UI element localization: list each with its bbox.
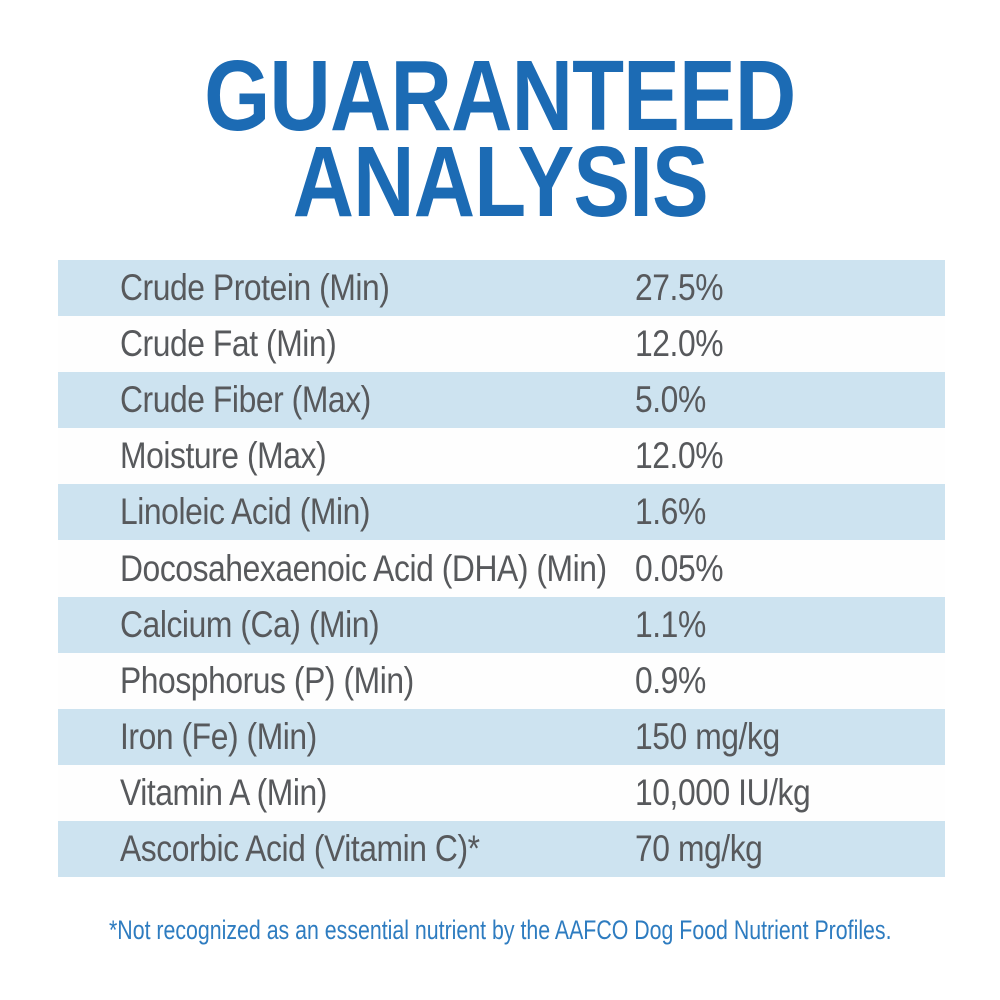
title-line-2-text: ANALYSIS <box>292 126 708 238</box>
nutrient-value: 27.5% <box>635 267 724 309</box>
nutrient-value: 0.9% <box>635 659 706 701</box>
nutrient-label: Ascorbic Acid (Vitamin C)* <box>120 827 480 869</box>
title-line-1-text: GUARANTEED <box>204 40 796 152</box>
table-row: Vitamin A (Min) 10,000 IU/kg <box>58 764 945 821</box>
nutrient-value: 1.1% <box>635 603 706 645</box>
footnote-text: *Not recognized as an essential nutrient… <box>108 915 892 945</box>
nutrient-value: 150 mg/kg <box>635 715 780 757</box>
table-row: Ascorbic Acid (Vitamin C)* 70 mg/kg <box>58 820 945 878</box>
nutrient-label: Vitamin A (Min) <box>120 771 327 813</box>
page-title: GUARANTEED ANALYSIS <box>0 40 1000 238</box>
nutrient-label: Crude Fiber (Max) <box>120 379 371 421</box>
nutrient-label: Moisture (Max) <box>120 435 327 477</box>
nutrient-value: 5.0% <box>635 379 706 421</box>
nutrient-label: Docosahexaenoic Acid (DHA) (Min) <box>120 547 607 589</box>
nutrient-value: 12.0% <box>635 435 724 477</box>
table-row: Crude Protein (Min) 27.5% <box>58 260 945 317</box>
title-line-1: GUARANTEED <box>0 40 1000 152</box>
nutrient-value: 10,000 IU/kg <box>635 771 811 813</box>
nutrient-label: Crude Protein (Min) <box>120 267 390 309</box>
table-row: Crude Fiber (Max) 5.0% <box>58 372 945 429</box>
nutrient-label: Phosphorus (P) (Min) <box>120 659 414 701</box>
footnote: *Not recognized as an essential nutrient… <box>0 913 1000 947</box>
nutrient-label: Iron (Fe) (Min) <box>120 715 317 757</box>
title-line-2: ANALYSIS <box>0 126 1000 238</box>
nutrient-value: 1.6% <box>635 491 706 533</box>
nutrient-value: 12.0% <box>635 323 724 365</box>
table-row: Crude Fat (Min) 12.0% <box>58 316 945 373</box>
analysis-table: Crude Protein (Min) 27.5% Crude Fat (Min… <box>58 260 945 878</box>
table-row: Docosahexaenoic Acid (DHA) (Min) 0.05% <box>58 540 945 597</box>
nutrient-value: 0.05% <box>635 547 724 589</box>
nutrient-label: Linoleic Acid (Min) <box>120 491 371 533</box>
table-row: Moisture (Max) 12.0% <box>58 428 945 485</box>
table-row: Iron (Fe) (Min) 150 mg/kg <box>58 708 945 765</box>
table-row: Phosphorus (P) (Min) 0.9% <box>58 652 945 709</box>
nutrient-label: Calcium (Ca) (Min) <box>120 603 380 645</box>
table-row: Calcium (Ca) (Min) 1.1% <box>58 596 945 653</box>
nutrient-label: Crude Fat (Min) <box>120 323 337 365</box>
table-row: Linoleic Acid (Min) 1.6% <box>58 484 945 541</box>
nutrient-value: 70 mg/kg <box>635 827 763 869</box>
